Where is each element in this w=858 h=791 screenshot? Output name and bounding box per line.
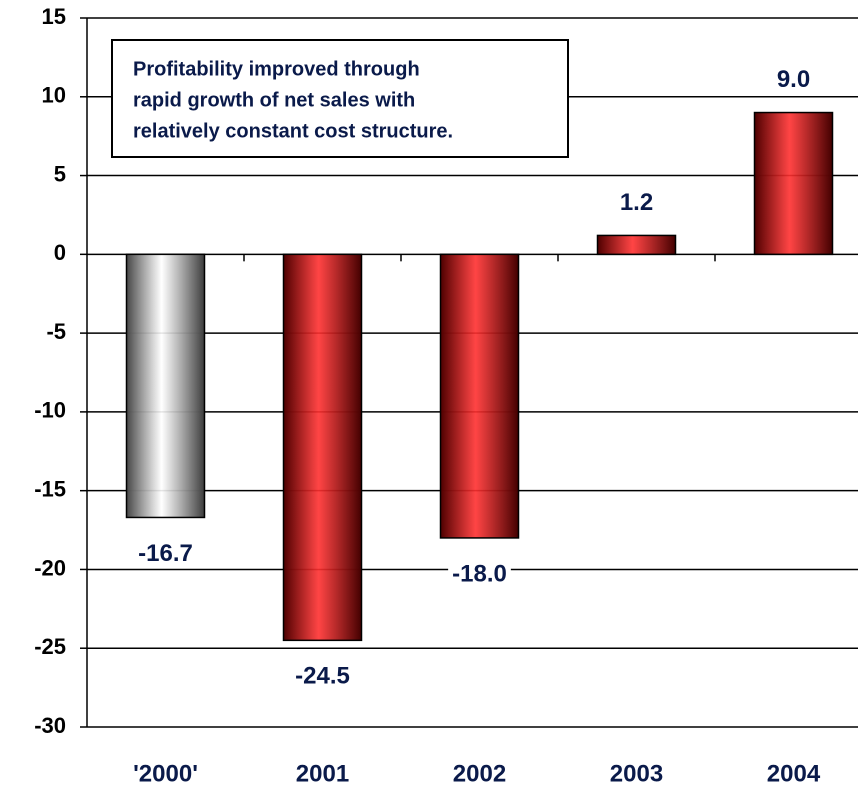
- value-label-bg: [615, 188, 658, 216]
- y-tick-label: -20: [34, 555, 66, 580]
- annotation-text: Profitability improved through: [133, 58, 420, 80]
- value-label: -24.5: [295, 663, 350, 690]
- value-label-bg: [291, 662, 354, 690]
- x-tick-label: 2002: [453, 760, 506, 787]
- x-tick-label: 2004: [767, 760, 821, 787]
- value-label: -18.0: [452, 560, 507, 587]
- y-tick-label: -5: [46, 319, 66, 344]
- y-tick-label: 15: [42, 4, 66, 29]
- bar: [439, 253, 520, 539]
- y-tick-label: 10: [42, 83, 66, 108]
- value-label-bg: [448, 560, 511, 588]
- value-label-bg: [134, 539, 197, 567]
- bar: [125, 253, 206, 519]
- y-tick-label: -10: [34, 398, 66, 423]
- annotation-text: relatively constant cost structure.: [133, 120, 453, 142]
- value-label-bg: [772, 65, 815, 93]
- value-label: -16.7: [138, 540, 193, 567]
- y-tick-label: -30: [34, 713, 66, 738]
- x-tick-label: 2001: [296, 760, 349, 787]
- value-label: 1.2: [620, 189, 653, 216]
- y-tick-label: 0: [54, 240, 66, 265]
- annotation-box: [111, 39, 569, 158]
- value-label: 9.0: [777, 66, 810, 93]
- bar: [753, 111, 834, 256]
- x-tick-label: '2000': [133, 760, 198, 787]
- bar: [596, 234, 677, 256]
- x-tick-label: 2003: [610, 760, 663, 787]
- y-tick-label: 5: [54, 161, 66, 186]
- annotation-text: rapid growth of net sales with: [133, 89, 415, 111]
- y-tick-label: -15: [34, 476, 66, 501]
- y-tick-label: -25: [34, 634, 66, 659]
- bar: [282, 253, 363, 642]
